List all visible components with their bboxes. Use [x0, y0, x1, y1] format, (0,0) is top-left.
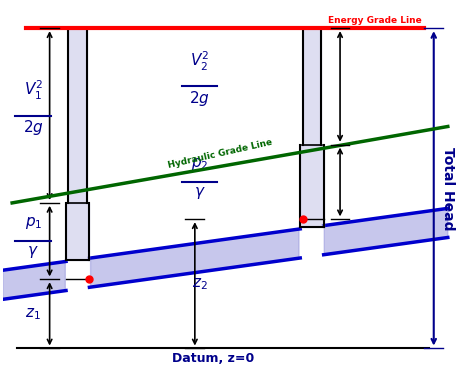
Text: $p_2$: $p_2$: [191, 156, 208, 172]
Text: $\gamma$: $\gamma$: [194, 185, 205, 201]
Text: $p_1$: $p_1$: [25, 215, 42, 231]
Text: $z_1$: $z_1$: [25, 306, 41, 322]
Text: $z_2$: $z_2$: [191, 276, 208, 292]
Text: $2g$: $2g$: [23, 118, 44, 138]
Text: $V_1^2$: $V_1^2$: [24, 79, 43, 102]
Text: $2g$: $2g$: [189, 89, 210, 108]
Text: Hydraulic Grade Line: Hydraulic Grade Line: [167, 138, 273, 170]
Text: $V_2^2$: $V_2^2$: [190, 49, 209, 73]
Text: Energy Grade Line: Energy Grade Line: [328, 16, 422, 24]
Text: Total Head: Total Head: [441, 147, 455, 230]
Text: Datum, z=0: Datum, z=0: [173, 352, 255, 365]
Text: $\gamma$: $\gamma$: [27, 244, 39, 260]
